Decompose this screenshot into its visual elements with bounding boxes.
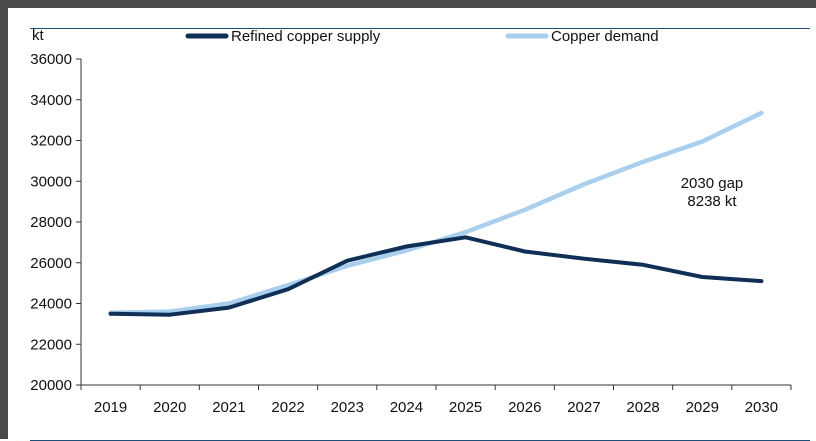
top-rule (30, 28, 810, 29)
y-tick-label: 36000 (30, 51, 72, 68)
y-tick-label: 20000 (30, 377, 72, 394)
legend-label-supply: Refined copper supply (231, 28, 381, 45)
legend-label-demand: Copper demand (551, 28, 659, 45)
x-tick-label: 2019 (94, 399, 127, 416)
annotation-line-1: 2030 gap (681, 175, 744, 192)
y-tick-label: 30000 (30, 173, 72, 190)
y-axis-unit-label: kt (32, 27, 45, 44)
axes: 20000 22000 24000 26000 28000 30000 32000 34000… (30, 51, 792, 416)
x-tick-label: 2028 (626, 399, 659, 416)
x-tick-label: 2023 (331, 399, 364, 416)
y-tick-label: 22000 (30, 336, 72, 353)
x-tick-label: 2026 (508, 399, 541, 416)
x-tick-label: 2030 (745, 399, 778, 416)
legend: Refined copper supply Copper demand (185, 28, 659, 45)
y-tick-label: 28000 (30, 214, 72, 231)
annotation-line-2: 8238 kt (687, 193, 737, 210)
x-tick-label: 2024 (390, 399, 423, 416)
x-tick-label: 2021 (212, 399, 245, 416)
y-tick-label: 24000 (30, 296, 72, 313)
x-tick-label: 2025 (449, 399, 482, 416)
series-line-demand (108, 110, 764, 315)
x-tick-label: 2029 (686, 399, 719, 416)
y-tick-label: 26000 (30, 255, 72, 272)
y-tick-label: 32000 (30, 133, 72, 150)
y-tick-label: 34000 (30, 92, 72, 109)
gap-annotation: 2030 gap 8238 kt (681, 175, 744, 210)
x-tick-label: 2020 (153, 399, 186, 416)
series-lines (108, 110, 764, 317)
series-line-supply (108, 235, 764, 317)
x-tick-label: 2027 (567, 399, 600, 416)
x-tick-label: 2022 (271, 399, 304, 416)
